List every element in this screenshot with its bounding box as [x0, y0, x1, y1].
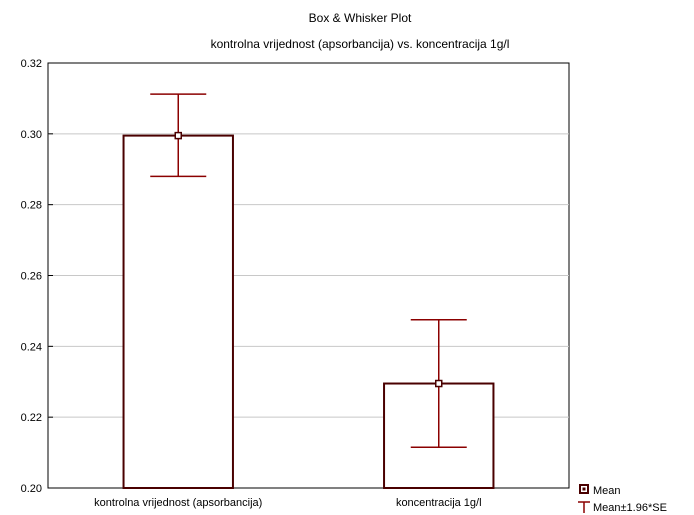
x-tick-label: kontrolna vrijednost (apsorbancija): [94, 497, 262, 509]
y-tick-label: 0.20: [21, 483, 42, 495]
mean-marker: [174, 131, 182, 140]
x-axis-labels: kontrolna vrijednost (apsorbancija) konce…: [94, 497, 481, 509]
y-axis: 0.20 0.22 0.24 0.26 0.28 0.30 0.32: [21, 58, 53, 495]
bars: [122, 93, 495, 490]
legend-error-label: Mean±1.96*SE: [593, 502, 667, 514]
y-tick-label: 0.30: [21, 129, 42, 141]
y-tick-label: 0.24: [21, 341, 42, 353]
mean-marker: [435, 379, 443, 388]
legend: Mean Mean±1.96*SE: [578, 484, 667, 514]
legend-mean-label: Mean: [593, 485, 621, 497]
y-tick-label: 0.32: [21, 58, 42, 70]
y-tick-label: 0.26: [21, 271, 42, 283]
x-tick-label: koncentracija 1g/l: [396, 497, 482, 509]
chart-subtitle: kontrolna vrijednost (apsorbancija) vs. …: [211, 37, 510, 51]
legend-mean-icon-dot: [582, 487, 586, 491]
y-tick-label: 0.28: [21, 200, 42, 212]
bar: [122, 134, 234, 490]
y-tick-label: 0.22: [21, 412, 42, 424]
chart-title: Box & Whisker Plot: [309, 11, 412, 25]
